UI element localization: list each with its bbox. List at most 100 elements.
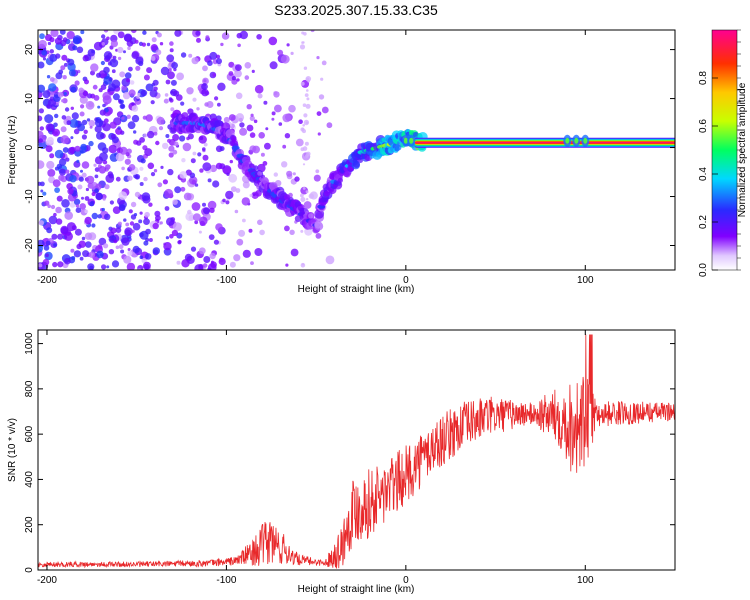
spectrogram-speckle (101, 207, 106, 212)
spectrogram-speckle (127, 175, 133, 181)
spectrogram-speckle (202, 202, 206, 207)
spectrogram-speckle (150, 44, 158, 51)
spectrogram-speckle (260, 152, 265, 157)
spectrogram-frame (37, 29, 676, 271)
spectrogram-speckle (59, 30, 66, 35)
spectrogram-speckle (217, 102, 221, 107)
spectrogram-speckle (79, 203, 86, 210)
spectrogram-speckle (58, 158, 67, 166)
spectrogram-speckle (153, 169, 158, 173)
spectrogram-speckle (300, 127, 305, 132)
spectrogram-speckle (242, 249, 251, 258)
spectrogram-speckle (115, 127, 123, 135)
spectrogram-speckle (119, 71, 126, 78)
spectrogram-speckle (44, 114, 54, 124)
spectrogram-speckle (46, 75, 51, 79)
spectrogram-speckle (236, 78, 240, 82)
spectrogram-speckle (66, 120, 72, 126)
spectrogram-speckle (49, 153, 55, 159)
spectrogram-speckle (102, 103, 106, 108)
spectrogram-speckle (313, 174, 321, 182)
spectrogram-x-label: Height of straight line (km) (298, 284, 415, 295)
spectrogram-speckle (216, 58, 222, 65)
spectrogram-speckle (142, 30, 147, 35)
spectrogram-speckle (174, 186, 182, 194)
spectrogram-speckle (73, 198, 81, 205)
spectrogram-speckle (286, 43, 290, 47)
spectrogram-speckle (104, 213, 111, 220)
spectrogram-speckle (166, 54, 175, 63)
spectrogram-speckle (170, 79, 177, 86)
spectrogram-speckle (142, 261, 151, 270)
spectrogram-speckle (246, 124, 254, 132)
spectrogram-speckle (39, 33, 45, 40)
spectrogram-speckle (187, 133, 194, 140)
spectrogram-speckle (88, 251, 96, 258)
ridge-blob (248, 163, 255, 169)
spectrogram-speckle (54, 149, 64, 159)
spectrogram-speckle (52, 261, 58, 268)
spectrogram-speckle (138, 219, 143, 224)
spectrogram-speckle (80, 143, 87, 151)
spectrogram-speckle (38, 138, 43, 143)
spectrogram-speckle (70, 248, 75, 253)
spectrogram-speckle (56, 163, 63, 169)
spectrogram-speckle (167, 71, 175, 80)
spectrogram-speckle (38, 115, 43, 122)
spectrogram-speckle (165, 236, 169, 240)
spectrogram-speckle (91, 223, 96, 228)
spectrogram-speckle (169, 48, 174, 53)
spectrogram-speckle (300, 81, 305, 86)
spectrogram-speckle (289, 229, 295, 235)
spectrogram-speckle (187, 209, 192, 215)
spectrogram-speckle (140, 89, 148, 97)
ridge-blob (403, 137, 408, 144)
spectrogram-speckle (134, 191, 141, 198)
spectrogram-speckle (204, 102, 209, 107)
spectrogram-speckle (69, 201, 76, 208)
spectrogram-speckle (127, 248, 131, 251)
spectrogram-speckle (304, 93, 309, 97)
spectrogram-speckle (210, 260, 214, 264)
spectrogram-speckle (138, 60, 144, 67)
spectrogram-speckle (190, 158, 196, 164)
spectrogram-speckle (139, 255, 144, 260)
spectrogram-speckle (70, 86, 77, 93)
spectrogram-speckle (45, 145, 53, 153)
spectrogram-speckle (186, 87, 194, 95)
spectrogram-speckle (277, 49, 284, 56)
spectrogram-speckle (306, 97, 310, 101)
spectrogram-speckle (254, 248, 263, 256)
spectrogram-speckle (168, 97, 173, 101)
spectrogram-speckle (98, 166, 107, 174)
spectrogram-speckle (257, 219, 263, 226)
spectrogram-speckle (104, 184, 110, 190)
spectrogram-speckle (121, 166, 125, 171)
spectrogram-speckle (155, 140, 160, 146)
spectrogram-speckle (121, 237, 130, 246)
spectrogram-speckle (120, 104, 125, 109)
spectrogram-speckle (131, 102, 135, 106)
spectrogram-speckle (71, 256, 76, 260)
spectrogram-speckle (251, 69, 255, 73)
spectrogram-speckle (40, 189, 44, 193)
spectrogram-speckle (139, 232, 144, 238)
spectrogram-speckle (219, 146, 225, 152)
spectrogram-speckle (95, 192, 103, 201)
spectrogram-speckle (70, 106, 75, 111)
spectrogram-speckle (191, 57, 199, 65)
spectrogram-speckle (168, 145, 175, 152)
spectrogram-speckle (228, 114, 236, 121)
spectrogram-speckle (144, 253, 152, 260)
spectrogram-speckle (301, 263, 305, 266)
spectrogram-speckle (146, 67, 153, 74)
colorbar-label: Normalized spectral amplitude (737, 82, 748, 217)
spectrogram-speckle (305, 190, 309, 194)
spectrogram-speckle (86, 93, 93, 99)
spectrogram-speckle (170, 107, 175, 112)
spectrogram-speckle (134, 39, 139, 44)
spectrogram-speckle (150, 172, 156, 177)
spectrogram-speckle (124, 158, 131, 165)
spectrogram-speckle (81, 172, 87, 178)
